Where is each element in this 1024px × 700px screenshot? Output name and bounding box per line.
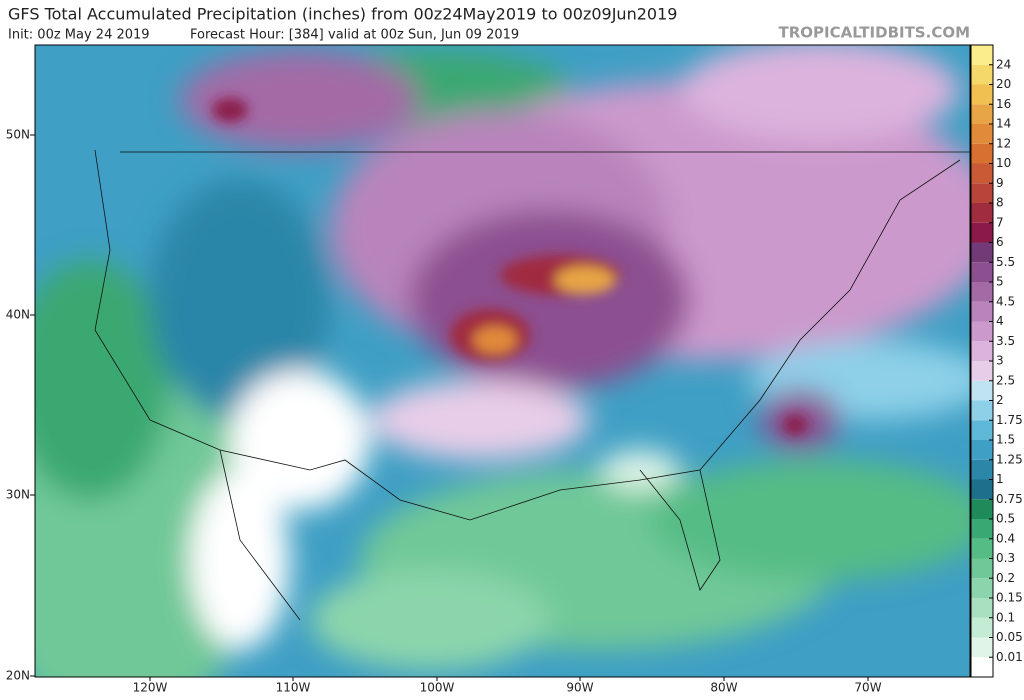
colorbar-swatch: [971, 459, 993, 480]
colorbar-swatch: [971, 341, 993, 361]
colorbar-swatch: [971, 578, 993, 598]
lon-label: 110W: [276, 681, 311, 695]
subtitle-valid: valid at 00z Sun, Jun 09 2019: [328, 28, 519, 43]
colorbar-swatch: [971, 538, 993, 559]
colorbar-swatch: [971, 242, 993, 263]
colorbar-label: 20: [996, 77, 1011, 91]
colorbar-swatch: [971, 45, 993, 65]
lat-label: 30N: [6, 488, 30, 502]
colorbar-swatch: [971, 598, 993, 618]
colorbar-swatch: [971, 420, 993, 440]
colorbar-label: 6: [996, 235, 1004, 249]
colorbar-swatch: [971, 479, 993, 500]
colorbar-swatch: [971, 282, 993, 302]
subtitle-hour: Forecast Hour: [384]: [190, 28, 324, 43]
lat-label: 40N: [6, 308, 30, 322]
colorbar-label: 1.25: [996, 452, 1023, 466]
colorbar-swatch: [971, 400, 993, 421]
colorbar-label: 10: [996, 156, 1011, 170]
lon-label: 70W: [854, 681, 881, 695]
colorbar-label: 4: [996, 314, 1004, 328]
colorbar-label: 16: [996, 97, 1011, 111]
lon-label: 80W: [710, 681, 737, 695]
colorbar-swatch: [971, 440, 993, 460]
colorbar-swatch: [971, 143, 993, 164]
colorbar-label: 0.4: [996, 531, 1015, 545]
map-frame: [34, 44, 971, 678]
colorbar-label: 0.15: [996, 591, 1023, 605]
colorbar-label: 24: [996, 57, 1011, 71]
colorbar-label: 1.75: [996, 413, 1023, 427]
colorbar-label: 12: [996, 136, 1011, 150]
lon-label: 120W: [133, 681, 168, 695]
lat-label: 20N: [6, 669, 30, 683]
colorbar-label: 9: [996, 176, 1004, 190]
colorbar-label: 3.5: [996, 334, 1015, 348]
colorbar-label: 1: [996, 472, 1004, 486]
colorbar-swatch: [971, 124, 993, 144]
colorbar-swatch: [971, 163, 993, 184]
colorbar-label: 0.01: [996, 650, 1023, 664]
colorbar-swatch: [971, 104, 993, 124]
colorbar-label: 2.5: [996, 373, 1015, 387]
lat-label: 50N: [6, 128, 30, 142]
colorbar-label: 3: [996, 354, 1004, 368]
colorbar-swatch: [971, 321, 993, 342]
colorbar-swatch: [971, 361, 993, 381]
colorbar-swatch: [971, 657, 993, 677]
colorbar-label: 5: [996, 275, 1004, 289]
colorbar-label: 1.5: [996, 433, 1015, 447]
colorbar-label: 0.1: [996, 610, 1015, 624]
colorbar-label: 2: [996, 393, 1004, 407]
colorbar-swatch: [971, 84, 993, 105]
colorbar-swatch: [971, 183, 993, 203]
colorbar-swatch: [971, 301, 993, 322]
colorbar-label: 0.5: [996, 512, 1015, 526]
colorbar-swatch: [971, 203, 993, 223]
colorbar-swatch: [971, 499, 993, 519]
colorbar-label: 5.5: [996, 255, 1015, 269]
colorbar-label: 0.2: [996, 571, 1015, 585]
lon-label: 100W: [420, 681, 455, 695]
colorbar-label: 8: [996, 196, 1004, 210]
colorbar-swatch: [971, 262, 993, 282]
colorbar-label: 0.05: [996, 630, 1023, 644]
colorbar-label: 4.5: [996, 294, 1015, 308]
colorbar-label: 0.75: [996, 492, 1023, 506]
subtitle-init: Init: 00z May 24 2019: [8, 28, 150, 43]
colorbar-label: 7: [996, 215, 1004, 229]
colorbar-frame: [970, 44, 994, 678]
colorbar-swatch: [971, 519, 993, 539]
precip-field: [35, 45, 970, 677]
colorbar-swatch: [971, 64, 993, 85]
colorbar-swatch: [971, 637, 993, 658]
colorbar-swatch: [971, 380, 993, 401]
colorbar-swatch: [971, 617, 993, 638]
colorbar-label: 14: [996, 117, 1011, 131]
title: GFS Total Accumulated Precipitation (inc…: [8, 5, 677, 24]
colorbar-swatch: [971, 222, 993, 243]
brand: TROPICALTIDBITS.COM: [779, 24, 971, 42]
lon-label: 90W: [566, 681, 593, 695]
colorbar-swatch: [971, 558, 993, 579]
colorbar-label: 0.3: [996, 551, 1015, 565]
